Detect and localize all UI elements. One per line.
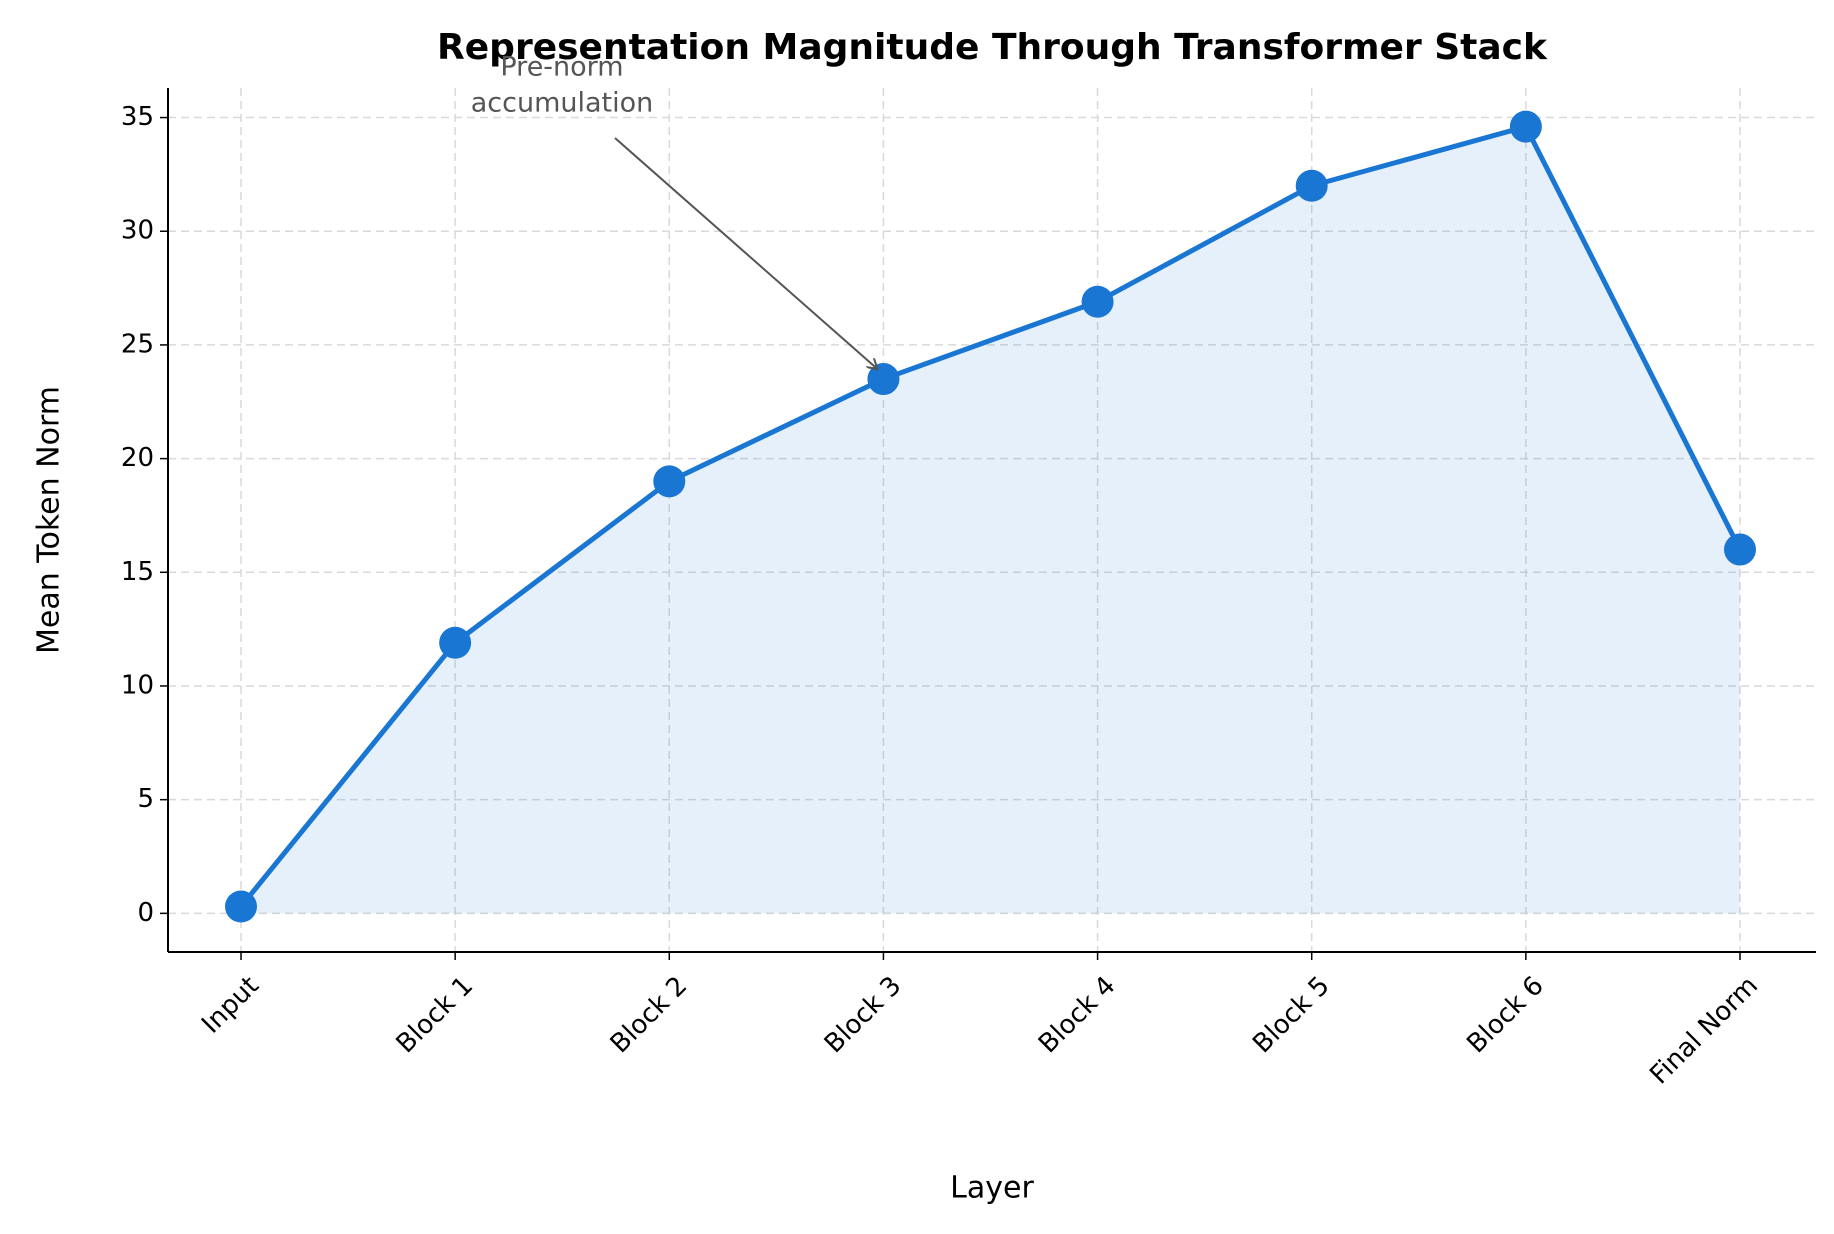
chart-title: Representation Magnitude Through Transfo… <box>437 27 1548 68</box>
annotation-text: accumulation <box>471 88 654 119</box>
marker <box>1509 110 1542 143</box>
x-tick-label: Block 6 <box>1461 971 1549 1059</box>
y-axis-label: Mean Token Norm <box>32 386 67 654</box>
x-tick-label: Block 2 <box>605 971 693 1059</box>
y-tick-label: 20 <box>121 443 154 473</box>
x-tick-label: Block 1 <box>391 971 479 1059</box>
y-tick-label: 35 <box>121 102 154 132</box>
annotation-text: Pre-norm <box>500 52 623 83</box>
y-tick-label: 0 <box>137 898 154 928</box>
marker <box>1081 285 1114 318</box>
x-tick-label: Block 4 <box>1033 971 1121 1059</box>
x-axis-label: Layer <box>950 1171 1034 1206</box>
marker <box>653 465 686 498</box>
marker <box>439 626 472 659</box>
y-tick-label: 5 <box>137 784 154 814</box>
y-tick-label: 30 <box>121 216 154 246</box>
marker <box>1295 169 1328 202</box>
x-tick-label: Block 5 <box>1247 971 1335 1059</box>
annotation-arrow <box>614 137 877 369</box>
x-tick-label: Final Norm <box>1644 971 1764 1091</box>
x-tick-label: Input <box>196 971 265 1040</box>
marker <box>1724 533 1756 566</box>
y-tick-label: 10 <box>121 670 154 700</box>
x-tick-label: Block 3 <box>819 971 907 1059</box>
line <box>239 124 1743 909</box>
y-tick-label: 25 <box>121 329 154 359</box>
y-tick-label: 15 <box>121 557 154 587</box>
marker <box>225 890 257 923</box>
marker <box>867 363 900 396</box>
area <box>241 126 1740 914</box>
